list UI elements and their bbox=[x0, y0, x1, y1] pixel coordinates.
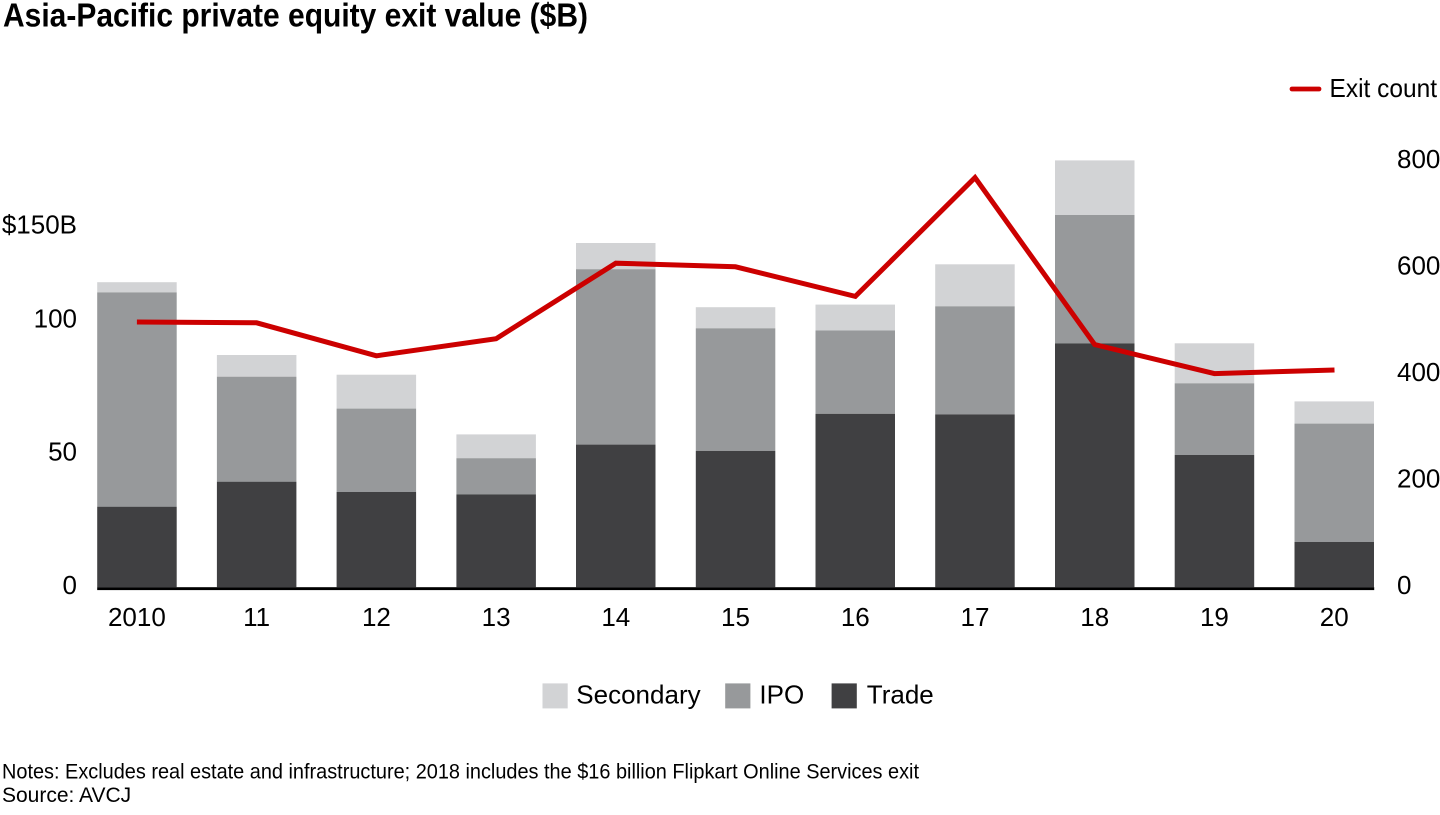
svg-text:15: 15 bbox=[721, 602, 750, 632]
svg-text:Notes: Excludes real estate an: Notes: Excludes real estate and infrastr… bbox=[2, 761, 919, 784]
svg-text:0: 0 bbox=[63, 570, 77, 600]
svg-text:$150B: $150B bbox=[2, 210, 77, 240]
svg-text:200: 200 bbox=[1397, 464, 1440, 494]
svg-text:17: 17 bbox=[961, 602, 990, 632]
svg-text:0: 0 bbox=[1397, 570, 1411, 600]
svg-text:Asia-Pacific private equity ex: Asia-Pacific private equity exit value (… bbox=[3, 0, 588, 34]
svg-text:12: 12 bbox=[362, 602, 391, 632]
svg-text:13: 13 bbox=[482, 602, 511, 632]
svg-text:Source: AVCJ: Source: AVCJ bbox=[2, 784, 131, 807]
svg-text:50: 50 bbox=[48, 437, 77, 467]
svg-text:11: 11 bbox=[243, 602, 270, 632]
svg-text:2010: 2010 bbox=[108, 602, 166, 632]
svg-text:19: 19 bbox=[1200, 602, 1229, 632]
svg-text:14: 14 bbox=[601, 602, 630, 632]
svg-text:800: 800 bbox=[1397, 144, 1440, 174]
svg-text:Secondary: Secondary bbox=[576, 680, 700, 710]
svg-text:20: 20 bbox=[1320, 602, 1349, 632]
svg-text:16: 16 bbox=[841, 602, 870, 632]
svg-text:100: 100 bbox=[34, 304, 77, 334]
svg-text:18: 18 bbox=[1080, 602, 1109, 632]
svg-text:400: 400 bbox=[1397, 357, 1440, 387]
svg-text:Trade: Trade bbox=[867, 680, 934, 710]
svg-text:600: 600 bbox=[1397, 250, 1440, 280]
svg-text:Exit count: Exit count bbox=[1330, 73, 1438, 103]
svg-text:IPO: IPO bbox=[759, 680, 804, 710]
